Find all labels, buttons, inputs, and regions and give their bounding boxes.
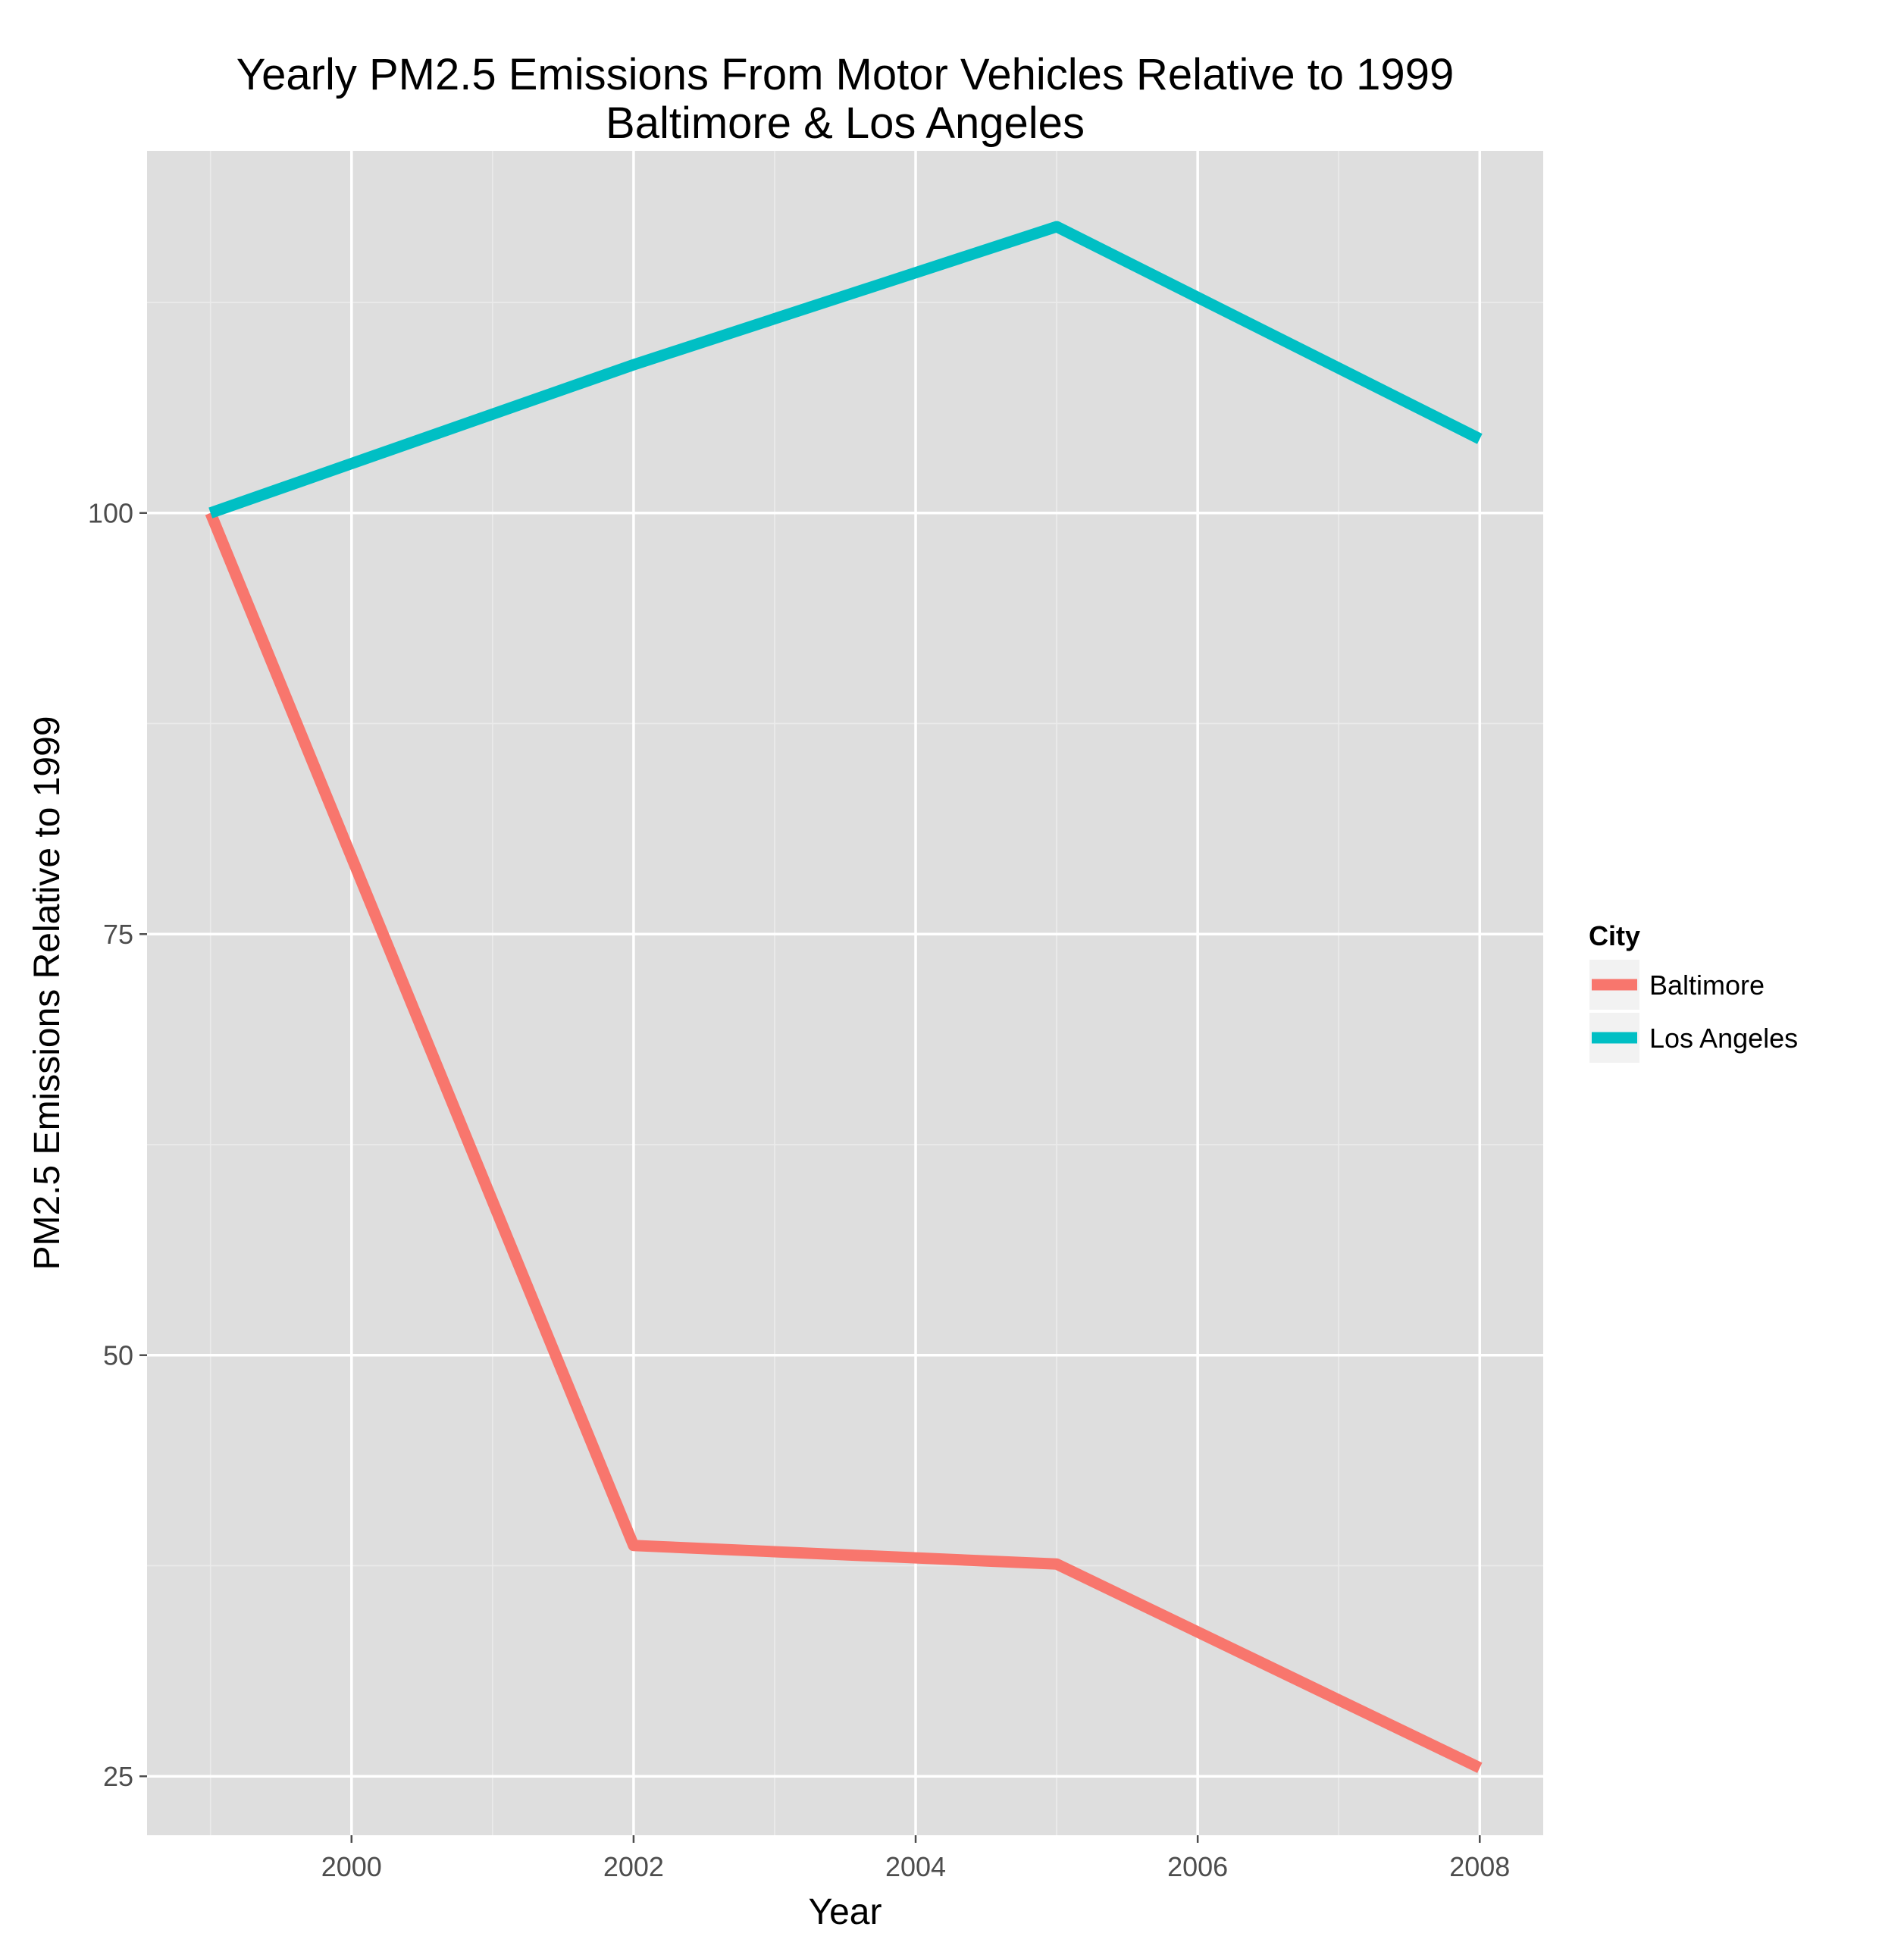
chart-subtitle: Baltimore & Los Angeles [606,99,1085,148]
legend-item-los-angeles: Los Angeles [1588,1011,1798,1064]
legend-label: Los Angeles [1649,1023,1798,1054]
legend: City Baltimore Los Angeles [1588,920,1798,1064]
series-line-los-angeles [208,221,1483,519]
legend-item-baltimore: Baltimore [1588,958,1765,1011]
legend-items: Baltimore Los Angeles [1588,958,1798,1064]
data-point-los-angeles [210,512,211,513]
series-line-baltimore [205,510,1483,1773]
plot-panel [147,151,1543,1835]
y-axis-title: PM2.5 Emissions Relative to 1999 [27,716,67,1270]
x-tick-label: 2000 [321,1851,382,1882]
legend-label: Baltimore [1649,970,1765,1001]
y-tick-label: 50 [103,1340,133,1371]
y-tick-label: 100 [88,498,133,529]
y-tick-label: 75 [103,919,133,950]
series-lines [205,221,1483,1773]
x-axis-title: Year [809,1892,882,1932]
data-point-baltimore [633,1545,634,1546]
axes: 2000 2002 2004 2006 2008 25 50 75 100 [88,498,1510,1882]
x-tick-label: 2006 [1167,1851,1228,1882]
grid-lines [147,151,1543,1835]
x-tick-label: 2008 [1449,1851,1510,1882]
x-tick-label: 2004 [885,1851,946,1882]
legend-title: City [1589,920,1640,951]
y-tick-label: 25 [103,1761,133,1792]
chart-title: Yearly PM2.5 Emissions From Motor Vehicl… [236,50,1454,99]
x-tick-label: 2002 [603,1851,664,1882]
